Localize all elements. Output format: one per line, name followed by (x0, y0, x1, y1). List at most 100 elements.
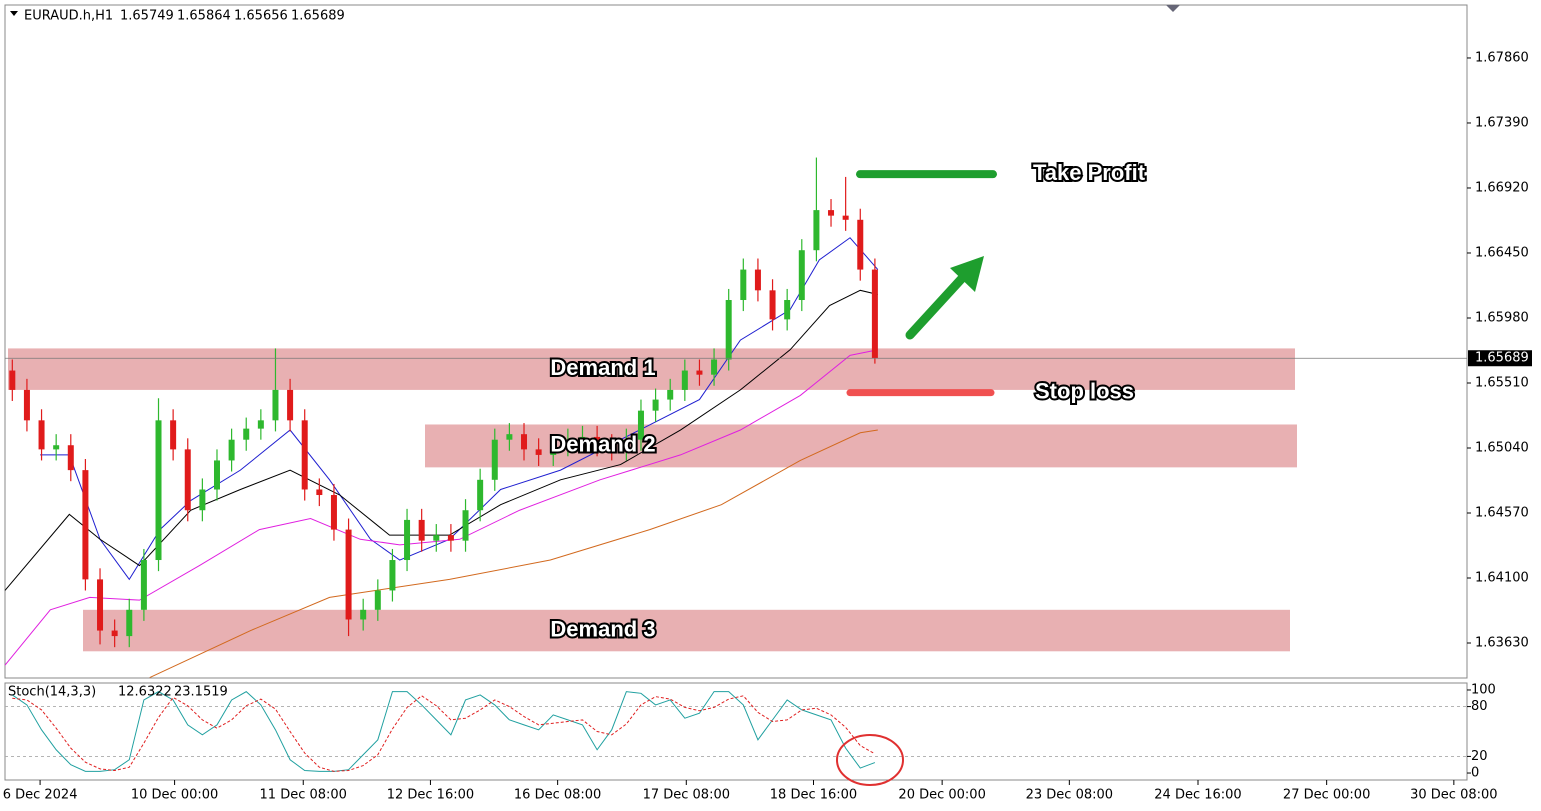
stoch-line (12, 695, 876, 772)
candle-body (82, 470, 89, 580)
candle-body (608, 445, 615, 450)
candle-body (447, 535, 454, 541)
candle-body (345, 529, 352, 620)
candle-body (579, 436, 586, 440)
candle-body (550, 445, 557, 455)
candle-body (564, 439, 571, 446)
candle-body (67, 445, 74, 471)
y-tick-label: 1.67860 (1475, 50, 1529, 65)
candle-body (784, 300, 791, 320)
candle-body (389, 560, 396, 591)
candle-body (360, 609, 367, 620)
candle-body (462, 510, 469, 541)
candle-body (38, 420, 45, 450)
candle-body (637, 410, 644, 440)
y-tick-label: 1.65980 (1475, 310, 1529, 325)
candle-body (477, 479, 484, 511)
stoch-line (12, 691, 876, 772)
candle-body (374, 590, 381, 610)
candle-body (126, 609, 133, 637)
candle-body (842, 215, 849, 220)
x-tick-label: 12 Dec 16:00 (387, 788, 474, 803)
up-arrow (905, 270, 970, 340)
zone-label: Demand 1 (550, 355, 655, 380)
candle-body (213, 460, 220, 490)
candle-body (623, 439, 630, 450)
candle-body (23, 389, 30, 421)
candle-body (111, 630, 118, 637)
moving-average (40, 237, 879, 581)
stoch-panel (4, 682, 1468, 781)
candle-body (798, 250, 805, 301)
candle-body (681, 370, 688, 390)
x-tick-label: 20 Dec 00:00 (898, 788, 985, 803)
candle-body (9, 370, 16, 390)
candle-body (696, 370, 703, 375)
shift-marker (1166, 5, 1180, 12)
y-tick-label: 1.64100 (1475, 571, 1529, 586)
stoch-value: 12.6322 (118, 685, 172, 700)
ohlc-value: 1.65656 (234, 9, 288, 24)
stop-loss-label: Stop loss (1035, 378, 1134, 403)
current-price-box (1468, 350, 1532, 367)
stoch-title: Stoch(14,3,3) (8, 685, 96, 700)
candle-body (521, 434, 528, 450)
x-tick-label: 18 Dec 16:00 (770, 788, 857, 803)
current-price-label: 1.65689 (1475, 351, 1529, 366)
x-tick-label: 23 Dec 08:00 (1026, 788, 1113, 803)
candle-body (667, 389, 674, 400)
candle-body (301, 420, 308, 490)
candle-body (871, 269, 878, 359)
stoch-tick-label: 0 (1471, 766, 1479, 781)
y-tick-label: 1.65040 (1475, 440, 1529, 455)
symbol: EURAUD.h,H1 (24, 9, 113, 24)
candle-body (740, 269, 747, 301)
candle-body (287, 389, 294, 421)
candle-body (418, 519, 425, 541)
ohlc-value: 1.65749 (120, 9, 174, 24)
candle-body (828, 210, 835, 216)
zone-label: Demand 3 (550, 616, 655, 641)
y-tick-label: 1.67390 (1475, 115, 1529, 130)
x-tick-label: 6 Dec 2024 (3, 788, 78, 803)
y-tick-label: 1.64570 (1475, 506, 1529, 521)
candle-body (184, 449, 191, 511)
stoch-tick-label: 80 (1471, 699, 1488, 714)
candle-body (506, 434, 513, 440)
x-tick-label: 17 Dec 08:00 (643, 788, 730, 803)
demand-zone (425, 424, 1297, 468)
zone-label: Demand 2 (550, 432, 655, 457)
demand-zone (8, 348, 1295, 390)
highlight-circle (836, 734, 904, 786)
x-tick-label: 30 Dec 08:00 (1410, 788, 1497, 803)
candle-body (725, 300, 732, 360)
y-tick-label: 1.66920 (1475, 180, 1529, 195)
moving-average (149, 429, 878, 679)
candle-body (857, 219, 864, 270)
candle-body (769, 290, 776, 320)
candle-body (594, 436, 601, 446)
y-tick-label: 1.63630 (1475, 636, 1529, 651)
stoch-tick-label: 20 (1471, 749, 1488, 764)
x-tick-label: 16 Dec 08:00 (514, 788, 601, 803)
candle-body (404, 519, 411, 561)
price-panel (4, 4, 1468, 679)
candle-body (491, 439, 498, 480)
x-tick-label: 27 Dec 00:00 (1283, 788, 1370, 803)
candle-body (272, 389, 279, 421)
demand-zone (83, 609, 1290, 652)
candle-body (243, 428, 250, 440)
up-arrow-head (950, 256, 984, 292)
header-arrow (10, 11, 18, 16)
ohlc-value: 1.65689 (291, 9, 345, 24)
ohlc-value: 1.65864 (177, 9, 231, 24)
x-tick-label: 10 Dec 00:00 (131, 788, 218, 803)
candle-body (316, 489, 323, 496)
candle-body (813, 210, 820, 251)
candle-body (711, 359, 718, 375)
candle-body (228, 439, 235, 461)
candle-body (199, 489, 206, 511)
candle-body (754, 269, 761, 291)
